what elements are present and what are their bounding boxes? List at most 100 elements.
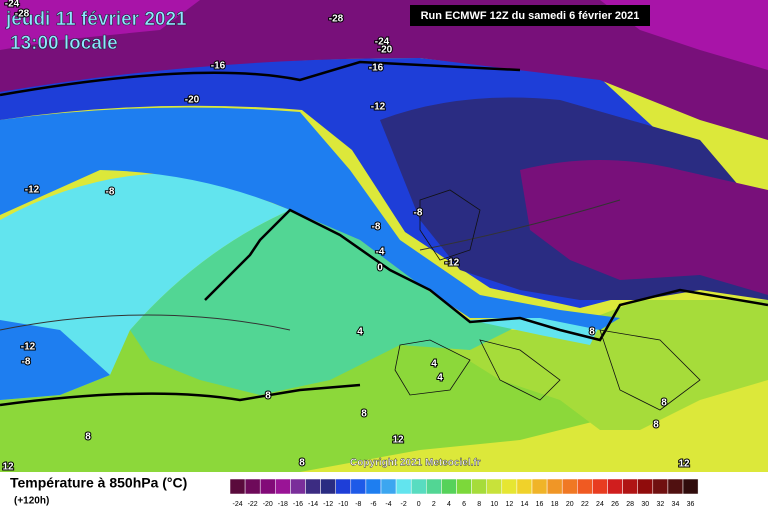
run-info: Run ECMWF 12Z du samedi 6 février 2021 xyxy=(421,10,640,22)
contour-labels: -24-28 -28-24-20-16 -16-20-12-12 -8-8-8-40-… xyxy=(1,0,691,474)
contour-label: -20 xyxy=(378,45,393,56)
legend-swatch xyxy=(259,478,276,495)
legend-swatch xyxy=(622,478,638,495)
coastlines xyxy=(394,189,701,411)
legend-swatch xyxy=(607,478,623,495)
legend-swatch xyxy=(516,478,533,495)
legend-label: 28 xyxy=(626,501,634,508)
legend-swatch xyxy=(592,478,608,495)
contour-label: 4 xyxy=(431,359,437,370)
legend-label: 24 xyxy=(596,501,604,508)
legend-swatch xyxy=(365,478,382,495)
contour-label: -24 xyxy=(5,0,20,10)
contour-label: -16 xyxy=(211,61,226,72)
legend-label: -6 xyxy=(370,501,376,508)
contour-label: 8 xyxy=(653,420,659,431)
contour-label: -24 xyxy=(375,37,390,48)
legend-label: -16 xyxy=(293,501,303,508)
legend-label: -20 xyxy=(263,501,273,508)
legend-swatch xyxy=(471,478,487,495)
legend-swatch xyxy=(229,478,246,495)
legend-swatch xyxy=(410,478,427,495)
forecast-time: 13:00 locale xyxy=(10,33,118,54)
contour-label: -28 xyxy=(329,14,344,25)
contour-label: -20 xyxy=(185,95,200,106)
legend-label: 4 xyxy=(447,501,451,508)
contour-label: -16 xyxy=(369,63,384,74)
contour-label: -8 xyxy=(372,222,381,233)
legend-swatch xyxy=(335,478,352,495)
legend-swatch xyxy=(305,478,321,495)
contour-label: -8 xyxy=(106,187,115,198)
legend-label: -2 xyxy=(401,501,407,508)
legend-label: -24 xyxy=(232,501,242,508)
footer-title: Température à 850hPa (°C) xyxy=(10,475,187,491)
contour-label: 4 xyxy=(437,373,443,384)
legend-label: -14 xyxy=(308,501,318,508)
legend-label: 12 xyxy=(505,501,513,508)
footer-lead: (+120h) xyxy=(14,496,49,507)
color-legend: -24 -22 -20 -18 -16 -14 -12 -10 -8 -6 -4 -2 0 2 4 6 8 10 1… xyxy=(229,478,699,508)
legend-label: -22 xyxy=(248,501,258,508)
contour-label: -28 xyxy=(15,9,30,20)
legend-swatch xyxy=(456,478,472,495)
contour-label: -12 xyxy=(21,342,36,353)
legend-label: 18 xyxy=(551,501,559,508)
legend-label: 34 xyxy=(672,501,680,508)
legend-label: 22 xyxy=(581,501,589,508)
contour-label: 12 xyxy=(678,459,690,470)
isotherms xyxy=(0,60,768,407)
contour-label: 8 xyxy=(85,432,91,443)
legend-swatch xyxy=(501,478,518,495)
legend-label: -10 xyxy=(338,501,348,508)
legend-swatch xyxy=(426,478,442,495)
legend-label: -4 xyxy=(385,501,391,508)
legend-swatch xyxy=(441,478,457,495)
legend-swatch xyxy=(320,478,336,495)
legend-label: -12 xyxy=(323,501,333,508)
contour-label: 12 xyxy=(2,462,14,473)
temperature-field xyxy=(0,0,768,472)
contour-label: -8 xyxy=(22,357,31,368)
forecast-date: jeudi 11 février 2021 xyxy=(5,9,187,30)
legend-label: 10 xyxy=(490,501,498,508)
legend-label: 6 xyxy=(462,501,466,508)
legend-swatch xyxy=(290,478,306,495)
legend-swatch xyxy=(486,478,503,495)
legend-swatch xyxy=(395,478,412,495)
legend-swatch xyxy=(561,478,578,495)
legend-swatch xyxy=(667,478,684,495)
legend-label: 32 xyxy=(656,501,664,508)
legend-label: 30 xyxy=(641,501,649,508)
legend-label: 8 xyxy=(477,501,481,508)
legend-label: 2 xyxy=(432,501,436,508)
legend-label: 16 xyxy=(536,501,544,508)
contour-label: 8 xyxy=(265,391,271,402)
contour-label: 4 xyxy=(357,327,363,338)
legend-swatch xyxy=(652,478,669,495)
contour-label: 8 xyxy=(361,409,367,420)
legend-swatch xyxy=(682,478,699,495)
contour-label: 8 xyxy=(661,398,667,409)
contour-label: 0 xyxy=(377,263,383,274)
legend-swatch xyxy=(275,478,291,495)
legend-label: 0 xyxy=(417,501,421,508)
contour-label: 12 xyxy=(392,435,404,446)
legend-label: 14 xyxy=(521,501,529,508)
run-banner xyxy=(410,5,650,26)
copyright: Copyright 2021 Meteociel.fr xyxy=(350,458,481,469)
contour-label: -12 xyxy=(25,185,40,196)
legend-label: 20 xyxy=(566,501,574,508)
legend-swatch xyxy=(244,478,261,495)
legend-swatch xyxy=(380,478,397,495)
legend-label: 26 xyxy=(611,501,619,508)
legend-label: -8 xyxy=(355,501,361,508)
legend-swatch xyxy=(350,478,367,495)
contour-label: -12 xyxy=(445,258,460,269)
contour-label: 8 xyxy=(589,327,595,338)
contour-label: 8 xyxy=(299,458,305,469)
legend-swatch xyxy=(531,478,548,495)
legend-swatch xyxy=(637,478,654,495)
legend-swatch xyxy=(546,478,563,495)
